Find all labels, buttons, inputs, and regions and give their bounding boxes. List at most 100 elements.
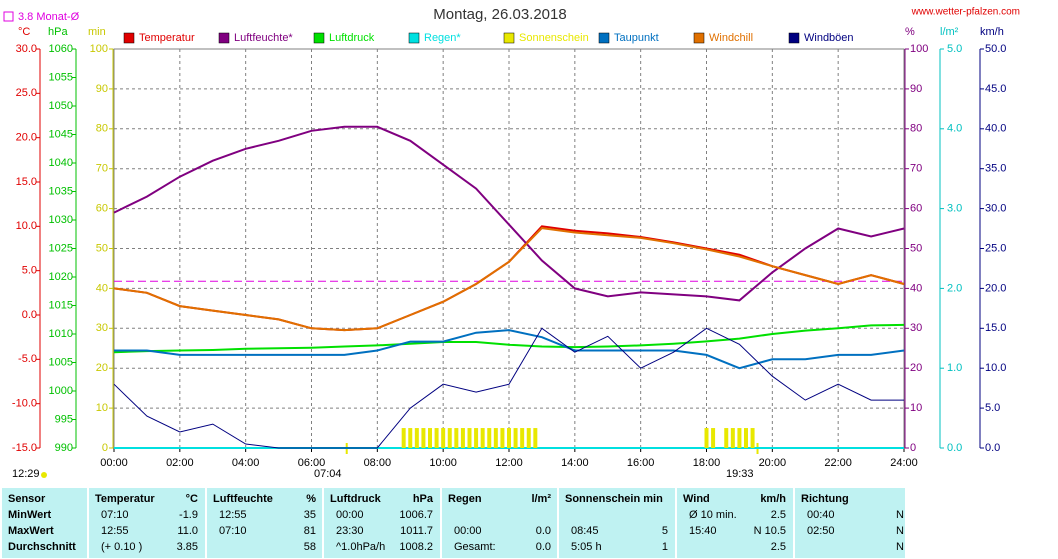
y-tick-label: 1055	[49, 71, 73, 83]
y-tick-label: -15.0	[12, 442, 37, 454]
y-tick-label: 80	[96, 123, 108, 135]
column-unit: °C	[186, 493, 198, 505]
sunshine-bar	[421, 428, 426, 448]
y-tick-label: 1020	[49, 271, 73, 283]
sunshine-bar	[520, 428, 525, 448]
time-label: 12:29	[12, 468, 40, 480]
table-column	[795, 488, 905, 558]
y-tick-label: 3.0	[947, 203, 962, 215]
sunrise-label: 07:04	[314, 468, 342, 480]
y-tick-label: 30.0	[16, 43, 37, 55]
y-tick-label: 70	[910, 163, 922, 175]
table-column	[89, 488, 205, 558]
cell-left: 07:10	[101, 509, 129, 521]
cell-right: 35	[304, 509, 316, 521]
y-tick-label: 0.0	[22, 309, 37, 321]
column-header: Luftdruck	[330, 493, 382, 505]
y-tick-label: 25.0	[985, 242, 1006, 254]
legend-swatch	[503, 32, 515, 44]
y-tick-label: 0.0	[985, 442, 1000, 454]
table-column	[2, 488, 87, 558]
y-tick-label: 10.0	[16, 220, 37, 232]
column-header: Regen	[448, 493, 482, 505]
column-unit: l/m²	[531, 493, 551, 505]
y-tick-label: 5.0	[947, 43, 962, 55]
table-column	[677, 488, 793, 558]
reference-icon	[3, 11, 14, 22]
sunshine-bar	[711, 428, 716, 448]
cell-right: 5	[662, 525, 668, 537]
cell-right: 81	[304, 525, 316, 537]
cell-right: 0.0	[536, 525, 551, 537]
source: www.wetter-pfalzen.com	[911, 7, 1020, 18]
y-tick-label: 1025	[49, 242, 73, 254]
row-label: MinWert	[8, 509, 52, 521]
y-tick-label: 1.0	[947, 362, 962, 374]
axis-unit: min	[88, 26, 106, 38]
y-tick-label: 1000	[49, 385, 73, 397]
series-line	[113, 323, 905, 354]
cell-left: Ø 10 min.	[689, 509, 737, 521]
column-header: Luftfeuchte	[213, 493, 273, 505]
legend-label: Taupunkt	[614, 32, 659, 44]
y-tick-label: 5.0	[985, 402, 1000, 414]
cell-left: 02:50	[807, 525, 835, 537]
y-tick-label: 1010	[49, 328, 73, 340]
y-tick-label: 90	[910, 83, 922, 95]
sunshine-bar	[493, 428, 498, 448]
legend-swatch	[598, 32, 610, 44]
x-tick-label: 06:00	[298, 457, 326, 469]
y-tick-label: 5.0	[22, 265, 37, 277]
sunshine-bar	[513, 428, 518, 448]
sunshine-bar	[533, 428, 538, 448]
sunshine-bar	[480, 428, 485, 448]
x-tick-label: 12:00	[495, 457, 523, 469]
y-tick-label: 60	[96, 203, 108, 215]
row-label: Durchschnitt	[8, 541, 76, 553]
cell-left: 00:00	[454, 525, 482, 537]
y-tick-label: 1060	[49, 43, 73, 55]
x-tick-label: 08:00	[364, 457, 392, 469]
axis-unit: hPa	[48, 26, 68, 38]
cell-right: N	[896, 509, 904, 521]
cell-left: 08:45	[571, 525, 599, 537]
y-tick-label: 20.0	[16, 132, 37, 144]
series-line	[113, 125, 905, 302]
legend-swatch	[693, 32, 705, 44]
column-header: Temperatur	[95, 493, 155, 505]
cell-right: -1.9	[179, 509, 198, 521]
sunshine-bar	[487, 428, 492, 448]
cell-right: N 10.5	[754, 525, 786, 537]
column-header: Wind	[683, 493, 710, 505]
cell-left: (+ 0.10 )	[101, 541, 142, 553]
axis-unit: °C	[18, 26, 30, 38]
legend-label: Luftdruck	[329, 32, 375, 44]
y-tick-label: 45.0	[985, 83, 1006, 95]
sunshine-bar	[408, 428, 413, 448]
cell-right: 0.0	[536, 541, 551, 553]
x-tick-label: 10:00	[429, 457, 457, 469]
column-header: Sonnenschein min	[565, 493, 663, 505]
y-tick-label: 25.0	[16, 87, 37, 99]
legend-label: Windchill	[709, 32, 753, 44]
sunset-label: 19:33	[726, 468, 754, 480]
cell-left: 12:55	[219, 509, 247, 521]
cell-left: Gesamt:	[454, 541, 496, 553]
axis-unit: km/h	[980, 26, 1004, 38]
y-tick-label: 0	[102, 442, 108, 454]
legend-swatch	[788, 32, 800, 44]
y-tick-label: 80	[910, 123, 922, 135]
y-tick-label: 20	[96, 362, 108, 374]
cell-right: N	[896, 541, 904, 553]
y-tick-label: 1005	[49, 356, 73, 368]
y-tick-label: 35.0	[985, 163, 1006, 175]
cell-right: 3.85	[177, 541, 198, 553]
chart-title: Montag, 26.03.2018	[433, 6, 566, 23]
cell-left: 00:40	[807, 509, 835, 521]
sunshine-bar	[428, 428, 432, 448]
y-tick-label: 20.0	[985, 282, 1006, 294]
reference-label: 3.8 Monat-Ø	[18, 11, 80, 23]
y-tick-label: 0.0	[947, 442, 962, 454]
y-tick-label: 990	[55, 442, 73, 454]
column-unit: km/h	[760, 493, 786, 505]
